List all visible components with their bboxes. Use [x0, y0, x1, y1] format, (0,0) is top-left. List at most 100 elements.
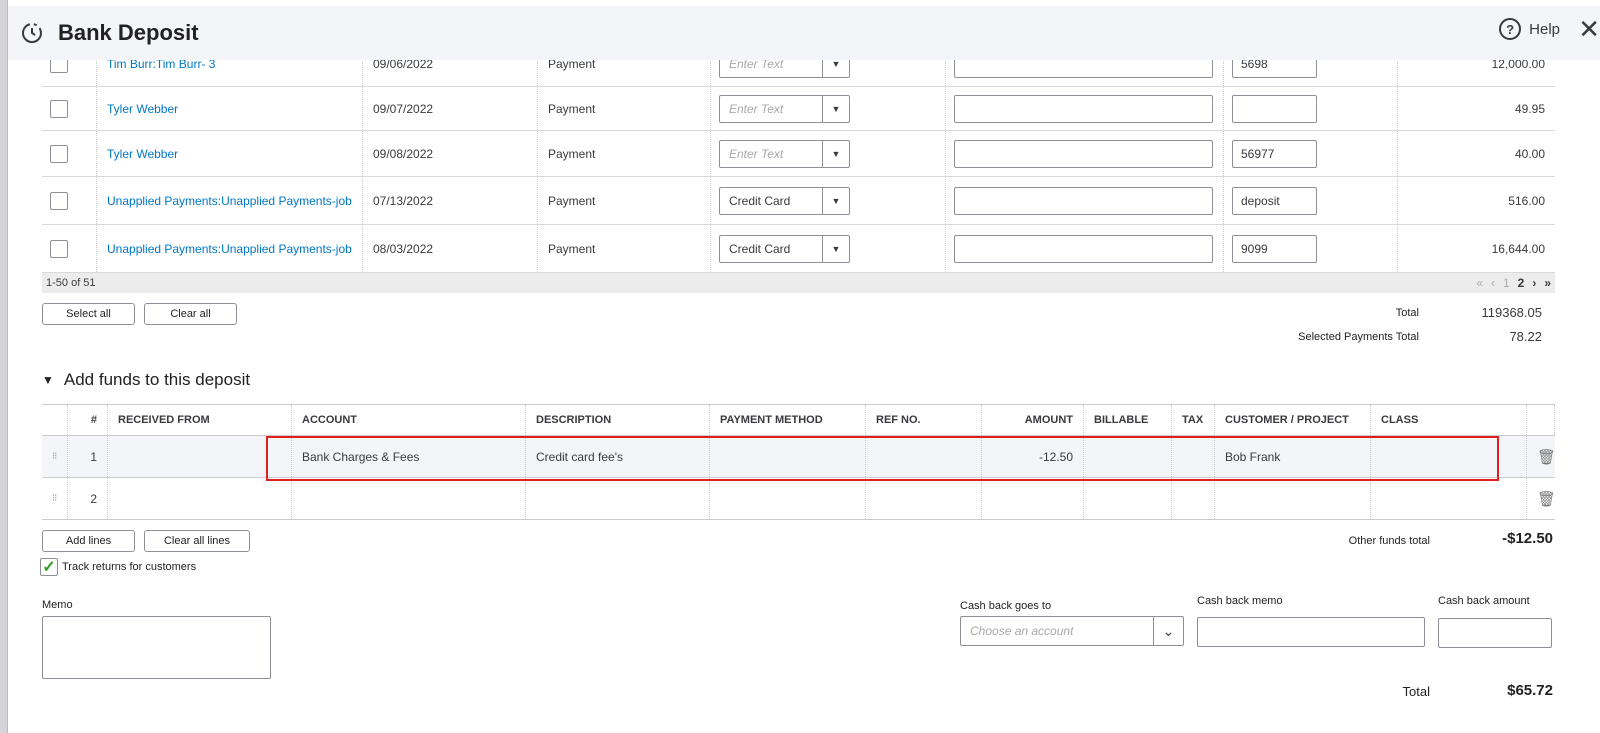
column-header: ACCOUNT: [302, 414, 357, 426]
payment-amount: 12,000.00: [1491, 57, 1545, 71]
caret-down-icon: ▼: [822, 187, 849, 214]
select-all-button[interactable]: Select all: [42, 303, 135, 325]
payment-method-select[interactable]: Credit Card ▼: [719, 234, 850, 263]
drag-handle-icon[interactable]: ⁝⁝: [52, 493, 57, 504]
track-returns-label: Track returns for customers: [62, 561, 197, 573]
payment-memo-input[interactable]: [954, 186, 1213, 215]
chevron-down-icon: ⌄: [1153, 617, 1183, 645]
other-funds-total-value: -$12.50: [1502, 530, 1553, 547]
payment-method-select[interactable]: Credit Card ▼: [719, 186, 850, 215]
payment-date: 09/08/2022: [373, 146, 434, 161]
payment-checkbox[interactable]: [50, 191, 68, 210]
column-header: AMOUNT: [1024, 414, 1073, 426]
payment-row: Unapplied Payments:Unapplied Payments-jo…: [42, 225, 1555, 273]
payment-method-value: Enter Text: [729, 146, 784, 161]
payment-memo-input[interactable]: [954, 94, 1213, 123]
payment-type: Payment: [548, 146, 596, 161]
background-page-strip: [0, 0, 8, 733]
payment-type: Payment: [548, 101, 596, 116]
payment-memo-input[interactable]: [954, 234, 1213, 263]
page-2-button[interactable]: 2: [1517, 276, 1525, 290]
cash-back-goes-to-label: Cash back goes to: [960, 600, 1052, 612]
memo-input[interactable]: [42, 616, 271, 679]
payment-method-value: Enter Text: [729, 101, 784, 116]
funds-cell-num: 2: [90, 491, 97, 506]
help-button[interactable]: ? Help: [1499, 18, 1560, 40]
payment-method-select[interactable]: Enter Text ▼: [719, 94, 850, 123]
cash-back-memo-label: Cash back memo: [1197, 595, 1283, 607]
column-header: PAYMENT METHOD: [720, 414, 823, 426]
page-1-button[interactable]: 1: [1502, 276, 1510, 290]
drag-handle-icon[interactable]: ⁝⁝: [52, 451, 57, 462]
payment-name-link[interactable]: Unapplied Payments:Unapplied Payments-jo…: [107, 241, 352, 256]
clear-all-lines-button[interactable]: Clear all lines: [144, 530, 250, 552]
payment-amount: 16,644.00: [1491, 241, 1545, 256]
payment-amount: 49.95: [1514, 101, 1545, 116]
caret-down-icon: ▼: [822, 140, 849, 167]
caret-down-icon: ▼: [822, 95, 849, 122]
payment-amount: 516.00: [1508, 193, 1545, 208]
payment-name-link[interactable]: Tyler Webber: [107, 146, 179, 161]
payment-method-value: Enter Text: [729, 57, 784, 71]
funds-line-row[interactable]: ⁝⁝ 1 Bank Charges & Fees Credit card fee's -…: [42, 436, 1557, 478]
memo-label: Memo: [42, 599, 73, 611]
prev-page-button[interactable]: ‹: [1490, 276, 1495, 290]
funds-cell-description: Credit card fee's: [536, 449, 623, 464]
payment-ref-input[interactable]: [1232, 94, 1317, 123]
grand-total-value: $65.72: [1507, 682, 1553, 699]
payment-date: 07/13/2022: [373, 193, 434, 208]
payment-memo-input[interactable]: [954, 139, 1213, 168]
checkmark-icon: ✓: [40, 558, 58, 576]
clear-all-button[interactable]: Clear all: [144, 303, 237, 325]
last-page-button[interactable]: »: [1544, 276, 1551, 290]
trash-icon[interactable]: 🗑: [1537, 490, 1557, 508]
payment-type: Payment: [548, 241, 596, 256]
cash-back-account-select[interactable]: Choose an account ⌄: [960, 616, 1184, 646]
payment-checkbox[interactable]: [50, 239, 68, 258]
payment-checkbox[interactable]: [50, 144, 68, 163]
recent-transactions-icon[interactable]: [20, 21, 44, 45]
highlight-box: [266, 436, 1499, 481]
pagination-range: 1-50 of 51: [46, 277, 96, 289]
caret-down-icon: ▼: [822, 235, 849, 262]
total-value: 119368.05: [1481, 305, 1543, 320]
cash-back-amount-label: Cash back amount: [1438, 595, 1530, 607]
payment-type: Payment: [548, 193, 596, 208]
cash-back-memo-input[interactable]: [1197, 617, 1425, 647]
payment-amount: 40.00: [1514, 146, 1545, 161]
payment-ref-input[interactable]: 9099: [1232, 234, 1317, 263]
payment-checkbox[interactable]: [50, 99, 68, 118]
section-title: Add funds to this deposit: [63, 370, 251, 389]
selected-total-label: Selected Payments Total: [1298, 331, 1419, 343]
total-label: Total: [1395, 307, 1419, 319]
selected-total-value: 78.22: [1509, 329, 1542, 344]
column-header: #: [90, 414, 97, 426]
next-page-button[interactable]: ›: [1532, 276, 1537, 290]
payment-name-link[interactable]: Unapplied Payments:Unapplied Payments-jo…: [107, 193, 352, 208]
funds-cell-account: Bank Charges & Fees: [302, 449, 420, 464]
column-header: TAX: [1182, 414, 1204, 426]
column-header: CLASS: [1381, 414, 1419, 426]
payment-ref-input[interactable]: deposit: [1232, 186, 1317, 215]
funds-line-row[interactable]: ⁝⁝ 2 🗑: [42, 478, 1557, 520]
column-header: REF NO.: [876, 414, 921, 426]
cash-back-account-placeholder: Choose an account: [970, 624, 1074, 638]
column-header: CUSTOMER / PROJECT: [1225, 414, 1349, 426]
cash-back-amount-input[interactable]: [1438, 618, 1552, 648]
payment-ref-input[interactable]: 56977: [1232, 139, 1317, 168]
track-returns-checkbox[interactable]: ✓ Track returns for customers: [40, 558, 196, 576]
add-funds-toggle[interactable]: ▼ Add funds to this deposit: [42, 370, 250, 390]
add-lines-button[interactable]: Add lines: [42, 530, 135, 552]
payment-name-link[interactable]: Tim Burr:Tim Burr- 3: [107, 57, 216, 71]
payment-method-value: Credit Card: [729, 241, 791, 256]
trash-icon[interactable]: 🗑: [1537, 448, 1557, 466]
first-page-button[interactable]: «: [1476, 276, 1483, 290]
funds-cell-customer: Bob Frank: [1225, 449, 1281, 464]
payment-name-link[interactable]: Tyler Webber: [107, 101, 179, 116]
caret-down-icon: ▼: [822, 51, 849, 77]
funds-cell-amount: -12.50: [1038, 449, 1073, 464]
close-icon[interactable]: ✕: [1578, 14, 1600, 44]
payment-row: Tyler Webber 09/07/2022 Payment Enter Text ▼…: [42, 87, 1555, 131]
funds-header-row: # RECEIVED FROM ACCOUNT DESCRIPTION PAYMENT …: [42, 404, 1555, 436]
payment-method-select[interactable]: Enter Text ▼: [719, 139, 850, 168]
